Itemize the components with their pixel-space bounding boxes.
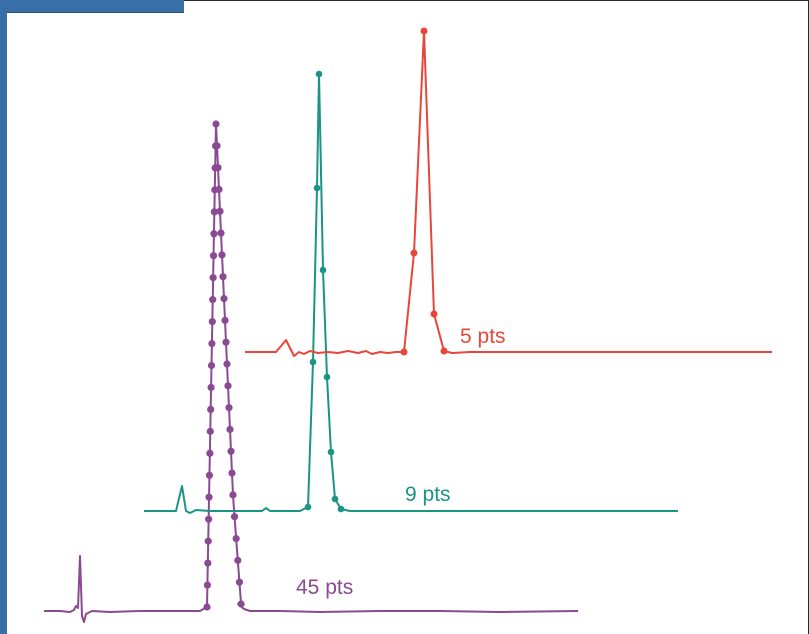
data-point: [210, 208, 218, 216]
data-point: [207, 361, 216, 370]
data-point: [319, 266, 327, 274]
window-left-border: [0, 0, 7, 634]
window-top-border: [184, 0, 809, 6]
data-point: [203, 581, 212, 589]
data-point: [216, 207, 224, 215]
data-point: [309, 358, 317, 366]
data-point: [209, 252, 218, 260]
data-point: [205, 471, 214, 479]
data-point: [226, 425, 234, 434]
data-point: [204, 559, 212, 567]
data-point: [232, 534, 240, 543]
data-point: [331, 495, 339, 503]
data-point: [327, 448, 335, 456]
data-point: [420, 27, 428, 35]
data-point: [228, 469, 236, 477]
data-point: [209, 274, 217, 282]
data-point: [215, 185, 223, 194]
data-point: [222, 338, 230, 346]
data-point: [235, 578, 244, 586]
data-point: [234, 556, 242, 564]
data-point: [206, 427, 214, 435]
data-point: [225, 404, 233, 412]
data-point: [313, 184, 321, 192]
data-point: [218, 251, 226, 259]
series-label-45-pts: 45 pts: [296, 576, 353, 599]
data-point: [223, 360, 231, 368]
data-point: [207, 405, 215, 414]
data-point: [208, 339, 216, 348]
window-corner-tab: [0, 0, 184, 13]
series-45-pts: [44, 120, 579, 623]
data-point: [205, 515, 213, 523]
data-point: [206, 449, 214, 457]
data-point: [219, 273, 227, 281]
data-point: [229, 491, 237, 499]
data-point: [315, 70, 323, 78]
data-point: [430, 310, 438, 318]
data-point: [230, 513, 239, 521]
data-point: [208, 317, 216, 326]
series-label-5-pts: 5 pts: [460, 325, 506, 348]
data-point: [204, 537, 212, 545]
data-point: [410, 249, 418, 257]
data-point: [213, 142, 221, 150]
data-point: [214, 164, 222, 172]
data-point: [207, 383, 215, 392]
data-point: [323, 373, 331, 381]
data-point: [440, 347, 448, 355]
series-5-pts: [245, 27, 772, 357]
data-point: [224, 382, 232, 390]
data-point: [210, 230, 218, 238]
data-point: [237, 600, 245, 608]
data-point: [221, 316, 229, 324]
data-point: [227, 447, 235, 455]
series-line-5-pts: [245, 30, 772, 357]
data-point: [203, 603, 211, 611]
data-point: [337, 505, 345, 513]
data-point: [212, 120, 220, 128]
data-point: [217, 229, 225, 237]
series-label-9-pts: 9 pts: [405, 483, 451, 506]
series-9-pts: [144, 70, 678, 514]
data-point: [209, 296, 217, 304]
data-point: [304, 503, 312, 511]
data-point: [220, 294, 228, 303]
series-line-45-pts: [44, 123, 579, 623]
data-point: [205, 493, 213, 501]
data-point: [400, 348, 408, 356]
